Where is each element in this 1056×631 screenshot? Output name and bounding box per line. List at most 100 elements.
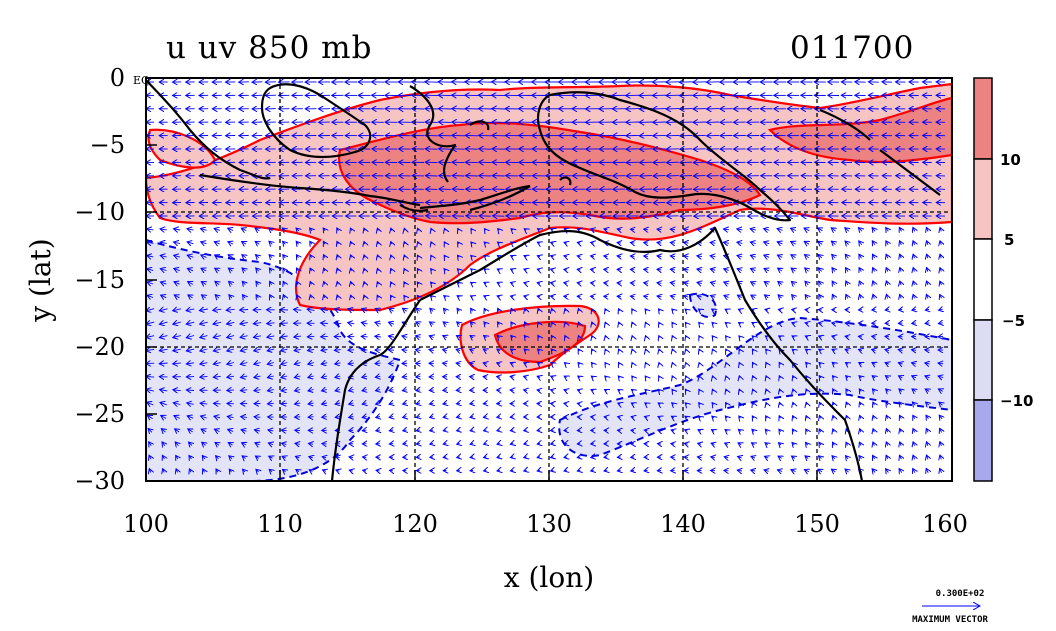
wind-vector [659, 376, 660, 378]
wind-vector [470, 403, 474, 404]
colorbar-label: 5 [1004, 231, 1014, 249]
wind-vector [591, 403, 594, 404]
wind-vector [886, 254, 888, 258]
wind-vector [819, 376, 821, 378]
wind-vector [900, 294, 901, 298]
wind-vector [483, 377, 487, 378]
wind-vector [456, 363, 460, 364]
wind-vector [645, 376, 646, 378]
wind-vector [631, 417, 634, 418]
wind-vector [362, 390, 367, 391]
wind-vector [659, 389, 660, 391]
wind-vector [147, 282, 154, 284]
wind-vector [377, 295, 378, 297]
wind-vector [617, 470, 620, 471]
wind-vector [860, 294, 861, 298]
wind-vector [618, 403, 620, 404]
wind-vector [213, 349, 221, 351]
wind-vector [214, 403, 221, 404]
wind-vector [632, 336, 633, 338]
wind-vector [295, 390, 301, 391]
wind-vector [885, 310, 889, 311]
wind-vector [497, 282, 499, 283]
date-code: 011700 [790, 30, 914, 66]
wind-vector [645, 403, 647, 404]
wind-vector [510, 470, 513, 471]
wind-vector [657, 229, 661, 230]
wind-vector [322, 417, 327, 418]
colorbar-swatch [973, 319, 993, 401]
wind-vector [710, 242, 715, 243]
wind-vector [644, 229, 648, 230]
wind-vector [159, 322, 168, 324]
wind-vector [389, 403, 393, 404]
wind-vector [806, 349, 808, 351]
wind-vector [498, 229, 499, 231]
wind-vector [818, 241, 822, 244]
wind-vector [832, 336, 835, 337]
wind-vector [389, 308, 394, 311]
wind-vector [214, 416, 221, 418]
wind-vector [324, 268, 325, 271]
wind-vector [685, 403, 687, 405]
wind-vector [227, 390, 235, 391]
wind-vector [698, 416, 700, 418]
wind-vector [511, 349, 514, 351]
wind-vector [483, 349, 486, 351]
wind-vector [630, 296, 634, 297]
wind-vector [551, 363, 553, 365]
wind-vector [659, 336, 660, 338]
wind-vector [416, 322, 420, 324]
wind-vector [684, 283, 689, 284]
wind-vector [672, 363, 673, 365]
wind-vector [202, 295, 206, 298]
wind-vector [792, 310, 795, 311]
wind-vector [470, 417, 473, 418]
wind-vector [430, 417, 434, 418]
wind-vector [444, 282, 446, 284]
wind-vector [376, 470, 379, 471]
wind-vector [349, 403, 354, 404]
wind-vector [712, 416, 714, 418]
wind-vector [726, 389, 727, 391]
wind-vector [256, 255, 259, 258]
wind-vector [497, 376, 501, 377]
wind-vector [255, 228, 259, 231]
wind-vector [872, 228, 875, 232]
wind-vector [926, 294, 928, 298]
wind-vector [698, 309, 700, 310]
wind-vector [940, 254, 941, 258]
wind-vector [592, 322, 593, 324]
wind-vector [872, 349, 876, 350]
wind-vector [792, 295, 795, 298]
wind-vector [161, 416, 166, 419]
wind-vector [750, 229, 756, 230]
wind-vector [443, 349, 447, 350]
wind-vector [925, 323, 929, 324]
wind-vector [484, 322, 486, 325]
wind-vector [753, 376, 754, 378]
wind-vector [511, 242, 513, 243]
wind-vector [886, 268, 888, 272]
wind-vector [524, 256, 526, 257]
wind-vector [577, 242, 580, 243]
wind-vector [926, 402, 929, 405]
wind-vector [173, 349, 181, 351]
equator-label: EQ [133, 74, 150, 87]
wind-vector [872, 376, 875, 378]
wind-vector [646, 349, 647, 351]
wind-vector [484, 242, 486, 244]
wind-vector [296, 228, 299, 231]
wind-vector [833, 376, 835, 378]
wind-vector [766, 403, 767, 405]
wind-vector [820, 402, 821, 405]
x-tick-label: 120 [392, 510, 438, 538]
wind-vector [147, 295, 154, 297]
wind-vector [351, 295, 352, 298]
wind-vector [793, 389, 794, 391]
wind-vector [737, 242, 742, 243]
wind-vector [268, 403, 274, 404]
wind-vector [283, 241, 286, 244]
wind-vector [159, 363, 168, 364]
wind-vector [525, 322, 526, 325]
